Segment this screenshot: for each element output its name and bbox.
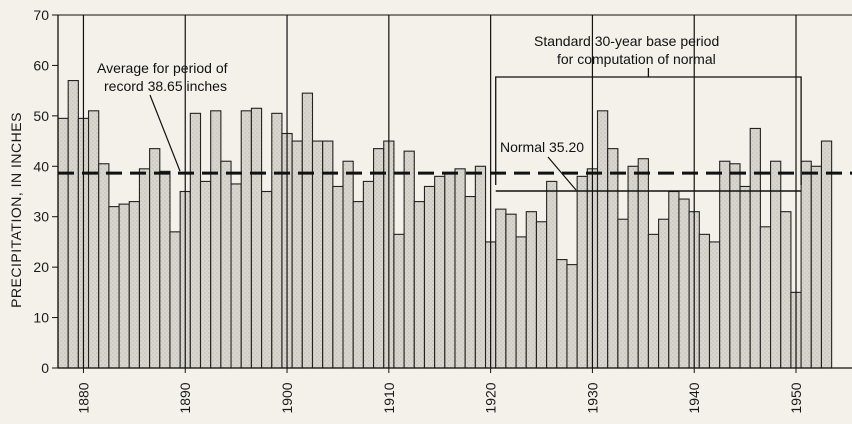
bar-1902 <box>301 92 314 369</box>
bar-1893 <box>210 110 222 369</box>
bar-1953 <box>820 140 833 369</box>
bar-1948 <box>770 160 782 369</box>
bar-1937 <box>658 218 670 369</box>
bar-1945 <box>739 185 751 369</box>
y-tick-0: 0 <box>41 360 49 376</box>
bar-1897 <box>250 107 263 369</box>
bar-1906 <box>342 160 354 369</box>
bar-1932 <box>607 148 619 369</box>
bar-1931 <box>596 110 609 369</box>
bar-1911 <box>393 233 405 369</box>
bar-1892 <box>199 180 212 369</box>
bar-1949 <box>780 211 792 369</box>
bar-1935 <box>637 158 649 369</box>
bar-1908 <box>362 180 375 369</box>
bar-1899 <box>271 112 283 369</box>
bar-1896 <box>240 110 252 369</box>
x-tick-1880: 1880 <box>75 382 91 413</box>
y-tick-10: 10 <box>33 310 49 326</box>
bar-1926 <box>546 180 558 369</box>
bar-1936 <box>647 233 660 369</box>
average-leader-line <box>149 94 181 172</box>
bar-1913 <box>413 201 426 369</box>
bar-1921 <box>495 208 507 369</box>
bar-1924 <box>525 211 537 369</box>
bar-1883 <box>108 206 120 369</box>
bar-1947 <box>759 226 772 369</box>
bar-1879 <box>67 80 79 369</box>
bar-1944 <box>729 163 741 369</box>
bar-1917 <box>454 168 466 369</box>
average-label-line2: record 38.65 inches <box>104 78 227 94</box>
bar-1907 <box>352 201 364 369</box>
bar-1881 <box>87 110 100 369</box>
x-tick-1920: 1920 <box>483 382 499 413</box>
base-period-label-line2: for computation of normal <box>557 51 716 67</box>
y-tick-30: 30 <box>33 209 49 225</box>
x-tick-1910: 1910 <box>381 382 397 413</box>
bar-1946 <box>749 127 761 369</box>
bar-1905 <box>332 185 344 369</box>
bar-1898 <box>261 190 273 369</box>
bar-1916 <box>444 173 456 369</box>
bar-1891 <box>189 112 202 369</box>
reference-lines <box>58 68 852 192</box>
bar-1887 <box>149 148 161 369</box>
bar-1889 <box>169 231 181 369</box>
bar-1888 <box>159 170 171 369</box>
base-period-label-line1: Standard 30-year base period <box>534 33 719 49</box>
axes: 1880 1890 1900 1910 1920 1930 1940 1950 0 10 20 30 4… <box>33 7 852 414</box>
bar-1886 <box>138 168 151 369</box>
y-tick-50: 50 <box>33 108 49 124</box>
bar-1952 <box>810 165 823 369</box>
bar-1885 <box>128 201 140 369</box>
bar-1922 <box>505 213 517 369</box>
normal-leader-line <box>547 156 577 191</box>
bar-1942 <box>708 241 721 369</box>
decade-grid <box>82 15 797 368</box>
y-axis-title: PRECIPITATION, IN INCHES <box>8 112 24 308</box>
y-tick-60: 60 <box>33 57 49 73</box>
bar-1933 <box>617 218 629 369</box>
bar-1923 <box>515 236 527 369</box>
bar-1918 <box>464 195 476 369</box>
x-tick-1940: 1940 <box>686 382 702 413</box>
bars-group <box>57 80 833 369</box>
x-tick-1900: 1900 <box>279 382 295 413</box>
bar-1939 <box>678 198 690 369</box>
bar-1941 <box>698 233 711 369</box>
bar-1925 <box>535 221 548 369</box>
bar-1919 <box>474 165 487 369</box>
bar-1895 <box>230 183 242 369</box>
bar-1912 <box>403 150 415 369</box>
bar-1882 <box>98 163 110 369</box>
bar-1927 <box>556 259 568 369</box>
bar-1878 <box>57 117 69 369</box>
bar-1915 <box>434 175 446 369</box>
average-label-line1: Average for period of <box>97 60 228 76</box>
bar-1914 <box>423 185 436 369</box>
bar-1929 <box>576 175 588 369</box>
bar-1951 <box>800 160 812 369</box>
y-tick-40: 40 <box>33 158 49 174</box>
y-tick-70: 70 <box>33 7 49 23</box>
bar-1938 <box>668 190 680 369</box>
bar-1903 <box>311 140 324 369</box>
bar-1928 <box>566 264 578 369</box>
bar-1909 <box>373 148 385 369</box>
bar-1934 <box>627 165 639 369</box>
bar-1943 <box>719 160 731 369</box>
bar-1901 <box>291 140 303 369</box>
x-tick-1930: 1930 <box>584 382 600 413</box>
bar-1904 <box>322 140 334 369</box>
bar-1894 <box>220 160 232 369</box>
x-tick-1950: 1950 <box>788 382 804 413</box>
x-tick-1890: 1890 <box>177 382 193 413</box>
normal-label: Normal 35.20 <box>500 139 584 155</box>
bar-1884 <box>118 203 130 369</box>
y-tick-20: 20 <box>33 259 49 275</box>
